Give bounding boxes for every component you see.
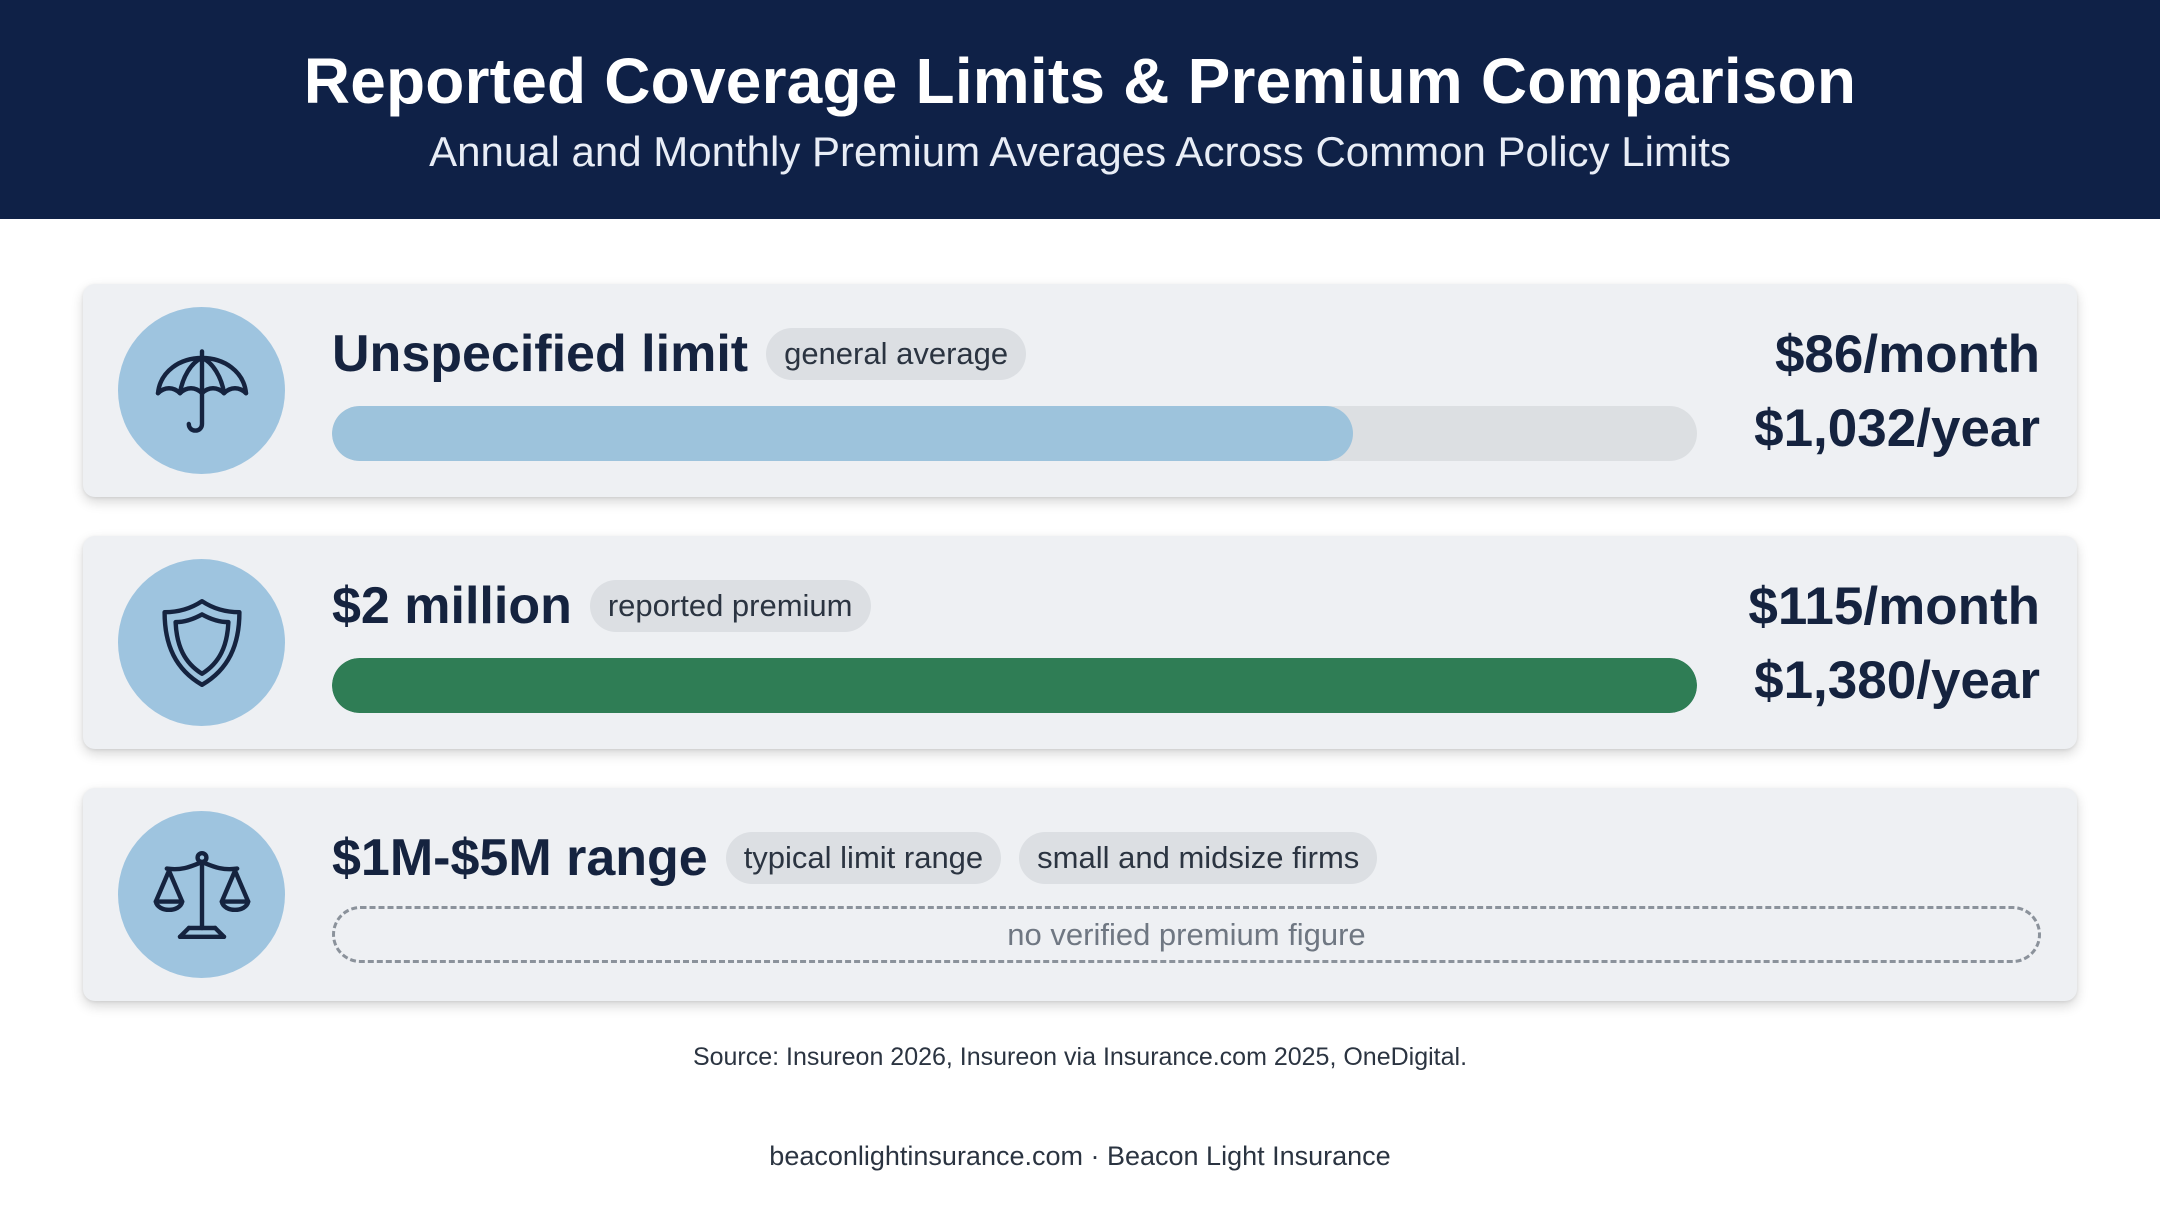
- page-subtitle: Annual and Monthly Premium Averages Acro…: [429, 128, 1731, 175]
- premium-bar: [332, 658, 1697, 713]
- row-label: Unspecified limit general average: [332, 324, 1027, 384]
- annual-premium: $1,032/year: [1754, 399, 2040, 458]
- page-title: Reported Coverage Limits & Premium Compa…: [303, 45, 1857, 117]
- coverage-name: Unspecified limit: [332, 325, 749, 383]
- coverage-row-2-million: $2 million reported premium $115/month $…: [83, 536, 2077, 749]
- coverage-row-1m-5m-range: $1M-$5M range typical limit range small …: [83, 788, 2077, 1001]
- no-premium-placeholder: no verified premium figure: [332, 906, 2041, 963]
- coverage-row-unspecified: Unspecified limit general average $86/mo…: [83, 284, 2077, 497]
- row-label: $1M-$5M range typical limit range small …: [332, 828, 1378, 888]
- tag-pill: general average: [766, 328, 1027, 380]
- row-label: $2 million reported premium: [332, 576, 871, 636]
- tag-pill: reported premium: [589, 580, 871, 632]
- bar-track: [332, 406, 1697, 461]
- footer-credit: beaconlightinsurance.com · Beacon Light …: [769, 1141, 1391, 1171]
- tag-pill: small and midsize firms: [1019, 832, 1378, 884]
- shield-icon: [118, 559, 285, 726]
- scales-icon: [118, 811, 285, 978]
- annual-premium: $1,380/year: [1754, 651, 2040, 710]
- umbrella-icon: [118, 307, 285, 474]
- header-banner: Reported Coverage Limits & Premium Compa…: [0, 0, 2160, 219]
- coverage-name: $1M-$5M range: [332, 829, 708, 887]
- coverage-name: $2 million: [332, 577, 572, 635]
- premium-bar: [332, 406, 1353, 461]
- monthly-premium: $86/month: [1774, 325, 2040, 384]
- bar-track: [332, 658, 1697, 713]
- source-note: Source: Insureon 2026, Insureon via Insu…: [692, 1043, 1468, 1071]
- tag-pill: typical limit range: [725, 832, 1002, 884]
- monthly-premium: $115/month: [1748, 577, 2040, 636]
